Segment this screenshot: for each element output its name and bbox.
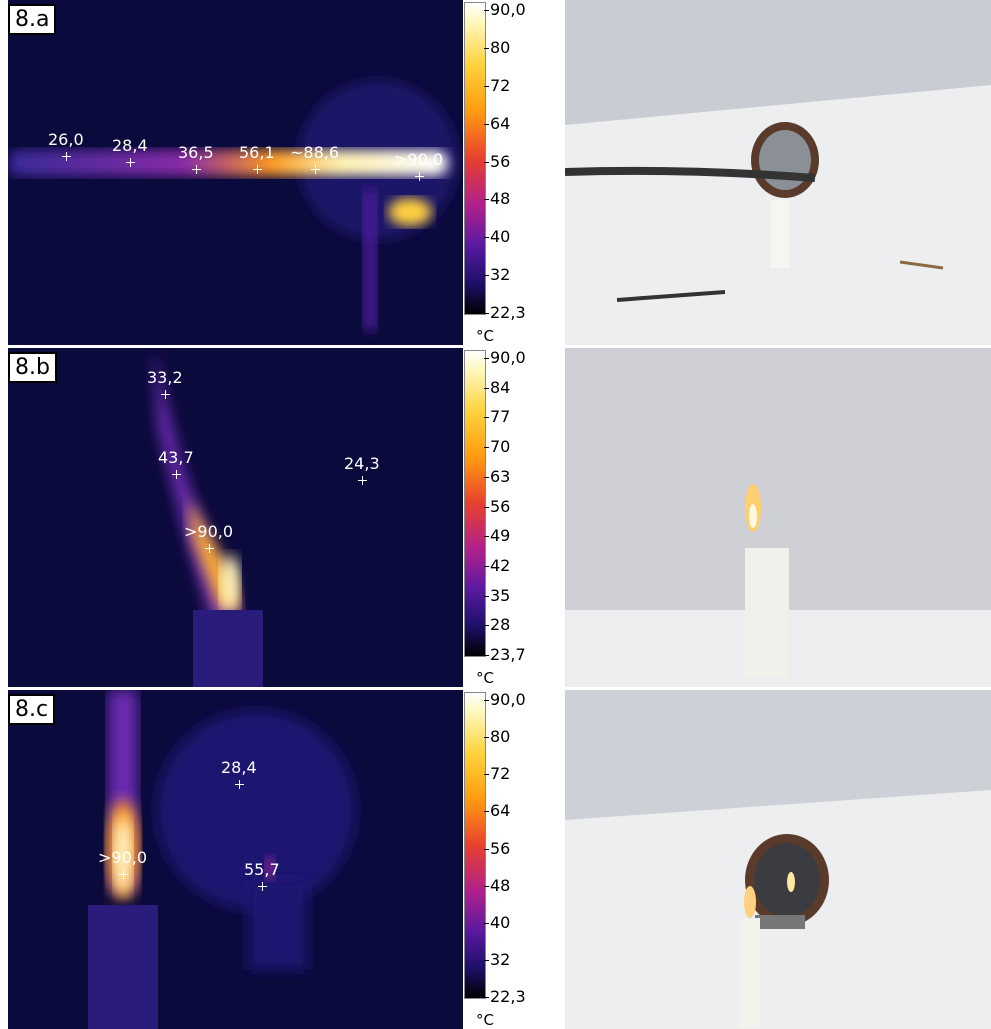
scale-tick-label: 84 [490, 380, 510, 396]
scale-tick-label: 72 [490, 78, 510, 94]
photo-shapes [565, 0, 991, 345]
scale-tick-label: 80 [490, 40, 510, 56]
scale-tick-label: 22,3 [490, 305, 526, 321]
point-label: 43,7 [158, 450, 194, 466]
scale-tick-label: 72 [490, 766, 510, 782]
point-label: 28,4 [221, 760, 257, 776]
color-scale [464, 350, 486, 657]
scale-tick-label: 32 [490, 267, 510, 283]
scale-tick-label: 42 [490, 558, 510, 574]
thermal-image: 8.b 33,2 43,7 >90,0 24,3 [8, 348, 463, 687]
scale-tick-label: 80 [490, 729, 510, 745]
photo [565, 690, 991, 1029]
scale-tick-label: 48 [490, 191, 510, 207]
panel-label: 8.b [8, 352, 57, 383]
scale-tick-label: 63 [490, 469, 510, 485]
scale-tick-label: 77 [490, 409, 510, 425]
scale-tick-label: 90,0 [490, 692, 526, 708]
point-label: 55,7 [244, 862, 280, 878]
point-label: ~88,6 [290, 145, 339, 161]
panel-label: 8.c [8, 694, 55, 725]
photo-shapes [565, 348, 991, 687]
scale-tick-label: 32 [490, 952, 510, 968]
thermal-shapes [8, 348, 463, 687]
scale-tick-label: 22,3 [490, 989, 526, 1005]
scale-tick-label: 28 [490, 617, 510, 633]
scale-tick-label: 70 [490, 439, 510, 455]
thermal-image: 8.a 26,0 28,4 36,5 56,1 ~88,6 >90,0 [8, 0, 463, 345]
photo-shapes [565, 690, 991, 1029]
point-label: >90,0 [394, 152, 443, 168]
figure: 8.a 26,0 28,4 36,5 56,1 ~88,6 >90,0 °C 9… [0, 0, 991, 1029]
point-label: 36,5 [178, 145, 214, 161]
panel-label: 8.a [8, 4, 56, 35]
scale-tick-label: 90,0 [490, 2, 526, 18]
panel: 8.c 28,4 >90,0 55,7 °C 90,0 80 72 64 56 48 40 3… [0, 690, 991, 1029]
photo [565, 348, 991, 687]
thermal-image: 8.c 28,4 >90,0 55,7 [8, 690, 463, 1029]
point-label: 24,3 [344, 456, 380, 472]
scale-tick-label: 40 [490, 229, 510, 245]
scale-tick-label: 40 [490, 915, 510, 931]
point-label: 33,2 [147, 370, 183, 386]
point-label: 28,4 [112, 138, 148, 154]
color-scale [464, 692, 486, 999]
panel: 8.a 26,0 28,4 36,5 56,1 ~88,6 >90,0 °C 9… [0, 0, 991, 345]
unit: °C [476, 1011, 494, 1029]
photo [565, 0, 991, 345]
scale-tick-label: 90,0 [490, 350, 526, 366]
scale-tick-label: 64 [490, 116, 510, 132]
scale-tick-label: 23,7 [490, 647, 526, 663]
scale-tick-label: 56 [490, 499, 510, 515]
color-scale [464, 2, 486, 315]
scale-tick-label: 56 [490, 841, 510, 857]
scale-tick-label: 49 [490, 528, 510, 544]
point-label: 26,0 [48, 132, 84, 148]
point-label: 56,1 [239, 145, 275, 161]
thermal-shapes [8, 0, 463, 345]
scale-tick-label: 64 [490, 803, 510, 819]
scale-tick-label: 56 [490, 154, 510, 170]
scale-tick-label: 35 [490, 588, 510, 604]
point-label: >90,0 [184, 524, 233, 540]
unit: °C [476, 327, 494, 345]
unit: °C [476, 669, 494, 687]
scale-tick-label: 48 [490, 878, 510, 894]
point-label: >90,0 [98, 850, 147, 866]
panel: 8.b 33,2 43,7 >90,0 24,3 °C 90,0 84 77 70 63… [0, 348, 991, 687]
thermal-shapes [8, 690, 463, 1029]
